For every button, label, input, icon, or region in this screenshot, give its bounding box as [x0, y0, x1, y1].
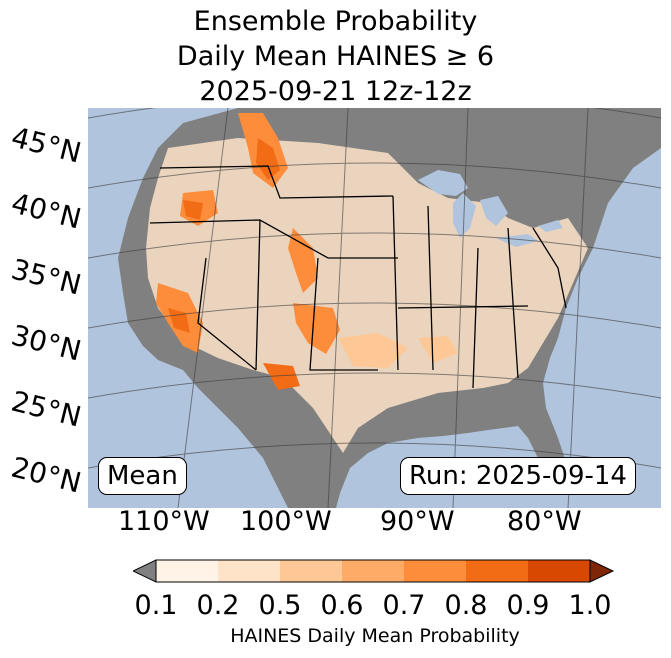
- graticule: [88, 108, 661, 508]
- colorbar-label-text: HAINES Daily Mean Probability: [230, 625, 520, 647]
- colorbar-tick-0: 0.1: [134, 590, 178, 621]
- colorbar-bin-5: [466, 560, 528, 582]
- colorbar-label: HAINES Daily Mean Probability: [0, 625, 671, 647]
- colorbar-under-arrow: [133, 559, 157, 583]
- west-high-probability: [156, 113, 340, 354]
- lat-label-25: 25°N: [8, 384, 85, 434]
- title-line-1: Ensemble Probability: [193, 6, 478, 37]
- colorbar-over-arrow: [589, 559, 615, 583]
- mean-badge: Mean: [98, 457, 187, 495]
- colorbar-bin-3: [342, 560, 404, 582]
- colorbar-tick-4: 0.7: [382, 590, 426, 621]
- lon-label-100: 100°W: [240, 506, 332, 537]
- lat-label-20: 20°N: [8, 450, 85, 500]
- lat-label-40: 40°N: [8, 186, 85, 236]
- run-date-badge: Run: 2025-09-14: [400, 457, 636, 495]
- lat-label-30: 30°N: [8, 318, 85, 368]
- colorbar-bin-1: [218, 560, 280, 582]
- great-lakes: [418, 170, 563, 247]
- state-borders: [149, 165, 567, 389]
- colorbar-tick-2: 0.5: [258, 590, 302, 621]
- colorbar-bin-0: [156, 560, 218, 582]
- title-line-2: Daily Mean HAINES ≥ 6: [176, 41, 495, 72]
- colorbar-tick-6: 0.9: [506, 590, 550, 621]
- colorbar-bin-6: [528, 560, 590, 582]
- lat-label-45: 45°N: [8, 120, 85, 170]
- colorbar-tick-1: 0.2: [196, 590, 240, 621]
- lat-label-35: 35°N: [8, 252, 85, 302]
- lon-label-90: 90°W: [380, 506, 455, 537]
- lon-label-110: 110°W: [118, 506, 210, 537]
- conus-fill: [146, 138, 588, 453]
- colorbar-bin-2: [280, 560, 342, 582]
- colorbar-tick-7: 1.0: [568, 590, 612, 621]
- colorbar-tick-3: 0.6: [320, 590, 364, 621]
- map-svg: [88, 108, 661, 508]
- title-line-3: 2025-09-21 12z-12z: [199, 76, 472, 107]
- colorbar-tick-5: 0.8: [444, 590, 488, 621]
- colorbar-bin-4: [404, 560, 466, 582]
- lon-label-80: 80°W: [507, 506, 582, 537]
- colorbar-frame: [155, 559, 591, 583]
- probability-map: [88, 108, 661, 508]
- colorbar: [133, 559, 615, 583]
